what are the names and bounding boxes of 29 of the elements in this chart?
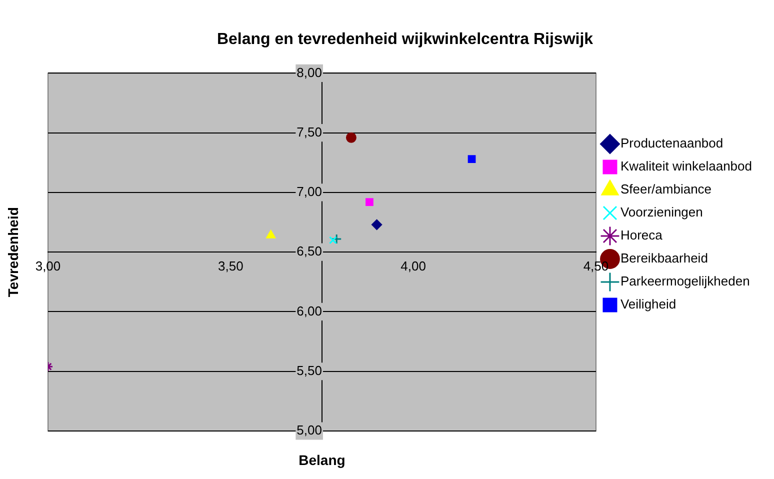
point [372, 219, 382, 230]
legend-label: Kwaliteit winkelaanbod [620, 158, 752, 174]
y-tick-label: 6,50 [296, 244, 322, 259]
legend-label: Productenaanbod [620, 136, 724, 151]
legend-label: Horeca [620, 228, 664, 243]
y-tick-label: 7,50 [296, 124, 322, 140]
legend-label: Bereikbaarheid [620, 250, 708, 266]
y-tick-label: 7,00 [296, 184, 322, 200]
point [331, 234, 342, 244]
chart-title: Belang en tevredenheid wijkwinkelcentra Rijswijk [216, 31, 594, 48]
x-tick-label: 4,00 [400, 258, 426, 274]
y-tick-label: 5,00 [296, 422, 322, 438]
y-tick-label: 8,00 [296, 64, 322, 80]
x-tick-label: 3,50 [218, 258, 244, 274]
point [266, 230, 276, 238]
x-axis-title: Belang [298, 452, 346, 468]
legend-label: Veiligheid [620, 296, 676, 312]
legend-label: Voorzieningen [620, 204, 703, 220]
x-tick-label: 4,50 [583, 258, 609, 274]
point [329, 236, 337, 244]
legend-label: Parkeermogelijkheden [620, 274, 750, 289]
y-axis-title: Tevredenheid [5, 207, 21, 298]
y-tick-label: 5,50 [296, 362, 322, 378]
legend-label: Sfeer/ambiance [620, 182, 712, 197]
point [468, 155, 476, 164]
point [366, 198, 374, 206]
y-tick-label: 6,00 [296, 303, 322, 318]
point [346, 132, 356, 143]
x-tick-label: 3,00 [35, 258, 61, 274]
